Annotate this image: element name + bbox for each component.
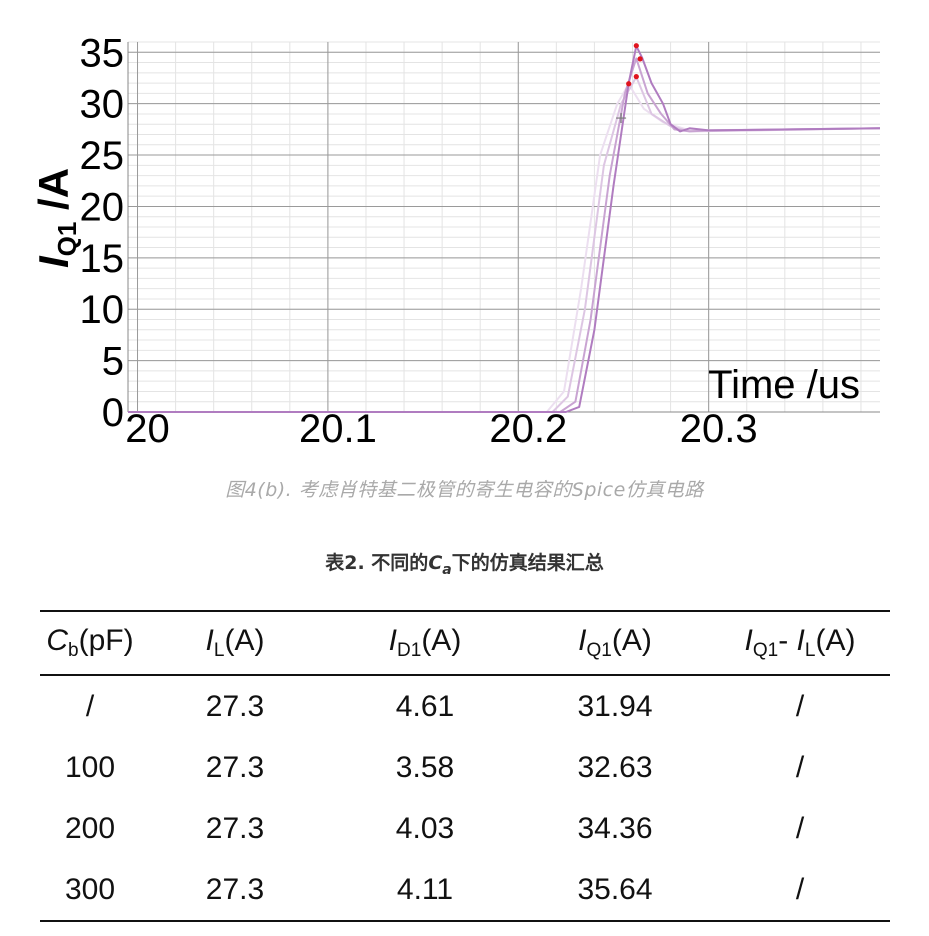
table-row: 200 27.3 4.03 34.36 / <box>40 798 890 859</box>
x-tick-label: 20.2 <box>489 407 567 451</box>
y-axis-label-sub: Q1 <box>52 222 82 257</box>
x-axis-label: Time /us <box>708 363 860 407</box>
peak-marker-2 <box>633 74 639 80</box>
header-id1: ID1(A) <box>330 610 520 676</box>
figure-caption: 图4(b). 考虑肖特基二极管的寄生电容的Spice仿真电路 <box>225 479 704 501</box>
y-axis-label-unit: /A <box>30 168 77 222</box>
y-tick-label: 5 <box>102 340 124 384</box>
cell-cb: 200 <box>64 811 116 845</box>
header-il: IL(A) <box>140 610 330 676</box>
y-tick-label: 25 <box>80 134 125 178</box>
y-tick-label: 30 <box>80 83 125 127</box>
minor-grid <box>128 41 880 413</box>
peak-marker-3 <box>637 56 643 62</box>
header-cb: Cb(pF) <box>40 610 140 676</box>
table-row: / 27.3 4.61 31.94 / <box>40 675 890 737</box>
table-title-prefix: 表2. 不同的 <box>325 552 429 574</box>
table-title: 表2. 不同的Ca下的仿真结果汇总 <box>0 548 929 578</box>
table-title-suffix: 下的仿真结果汇总 <box>451 552 604 574</box>
y-tick-label: 20 <box>80 185 125 229</box>
peak-marker-4 <box>633 43 639 49</box>
x-tick-label: 20.1 <box>299 407 377 451</box>
cell-il: 27.3 <box>205 811 265 845</box>
cell-iq1: 31.94 <box>577 689 653 723</box>
series-line-2 <box>128 57 881 413</box>
y-tick-label: 15 <box>80 237 125 281</box>
cell-il: 27.3 <box>205 750 265 784</box>
cell-cb: 100 <box>64 750 116 784</box>
table-row: 300 27.3 4.11 35.64 / <box>40 859 890 922</box>
cell-cb: 300 <box>40 859 140 922</box>
cell-id1: 4.03 <box>395 811 455 845</box>
x-tick-label: 20.3 <box>680 407 758 451</box>
y-tick-label: 35 <box>80 31 125 75</box>
cell-il: 27.3 <box>205 689 265 723</box>
current-waveform-chart: 0 5 10 15 20 25 30 35 20 20.1 20.2 20.3 IQ1 /A Time… <box>30 31 881 451</box>
series-line-3 <box>128 75 881 413</box>
table-header-row: Cb(pF) IL(A) ID1(A) IQ1(A) IQ1- IL(A) <box>40 610 890 676</box>
cell-cb: / <box>85 689 95 723</box>
header-iq1: IQ1(A) <box>520 610 710 676</box>
peak-marker-1 <box>626 81 632 87</box>
table-title-var-sub: a <box>442 561 452 578</box>
tick-label-layer: 0 5 10 15 20 25 30 35 20 20.1 20.2 20.3 <box>80 31 758 451</box>
cell-il: 27.3 <box>140 859 330 922</box>
cell-diff: / <box>795 689 805 723</box>
y-axis-label: IQ1 /A <box>30 168 82 268</box>
peak-marker-layer <box>616 43 643 124</box>
series-layer <box>128 45 881 413</box>
cell-id1: 4.11 <box>330 859 520 922</box>
cursor-marker <box>616 113 627 124</box>
cell-diff: / <box>710 859 890 922</box>
y-tick-label: 0 <box>102 391 124 435</box>
cell-iq1: 32.63 <box>577 750 653 784</box>
table-row: 100 27.3 3.58 32.63 / <box>40 737 890 798</box>
y-axis-label-main: I <box>30 255 77 268</box>
cell-id1: 3.58 <box>395 750 455 784</box>
cell-diff: / <box>795 750 805 784</box>
cell-diff: / <box>795 811 805 845</box>
x-tick-label: 20 <box>125 407 170 451</box>
y-tick-label: 10 <box>80 288 125 332</box>
results-table: Cb(pF) IL(A) ID1(A) IQ1(A) IQ1- IL(A) / … <box>40 610 890 922</box>
table-title-var: C <box>428 552 443 574</box>
cell-id1: 4.61 <box>395 689 455 723</box>
cell-iq1: 35.64 <box>520 859 710 922</box>
header-iq1-minus-il: IQ1- IL(A) <box>710 610 890 676</box>
series-line-1 <box>128 45 881 413</box>
cell-iq1: 34.36 <box>577 811 653 845</box>
